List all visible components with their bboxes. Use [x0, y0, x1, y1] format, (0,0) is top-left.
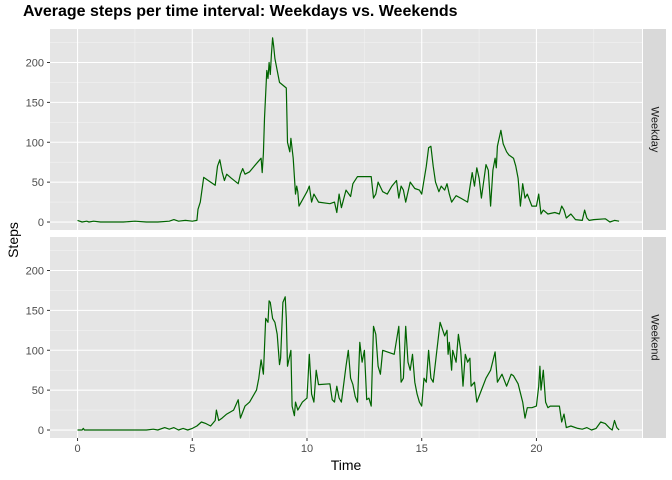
facet-strip-label: Weekday	[649, 107, 661, 153]
x-tick-label: 15	[416, 443, 428, 455]
x-tick-label: 0	[74, 443, 80, 455]
facet-panel-weekday: Weekday 0 50 100 150 200	[26, 29, 666, 230]
minor-gridlines	[50, 29, 642, 230]
facet-strip-label: Weekend	[649, 314, 661, 360]
y-tick-label: 150	[26, 97, 44, 109]
y-tick-label: 100	[26, 345, 44, 357]
y-axis-ticks: 0 50 100 150 200	[26, 266, 50, 437]
facet-strip	[643, 237, 666, 438]
y-tick-label: 200	[26, 58, 44, 70]
y-tick-label: 0	[38, 217, 44, 229]
y-tick-label: 0	[38, 425, 44, 437]
y-tick-label: 100	[26, 137, 44, 149]
x-tick-label: 20	[530, 443, 542, 455]
facet-strip	[643, 29, 666, 230]
x-tick-label: 10	[301, 443, 313, 455]
series-line-weekday	[77, 37, 620, 223]
y-tick-label: 150	[26, 305, 44, 317]
y-tick-label: 50	[32, 177, 44, 189]
y-axis-ticks: 0 50 100 150 200	[26, 58, 50, 229]
major-gridlines	[50, 29, 642, 230]
y-tick-label: 200	[26, 266, 44, 278]
x-axis-title: Time	[331, 457, 362, 473]
panel-background	[50, 237, 642, 438]
series-line-weekend	[77, 296, 620, 431]
y-axis-title: Steps	[5, 222, 21, 258]
x-axis-ticks: 0 5 10 15 20	[74, 438, 543, 455]
panel-background	[50, 29, 642, 230]
y-tick-label: 50	[32, 385, 44, 397]
facet-panel-weekend: Weekend 0 50 100 150 200	[26, 237, 666, 438]
chart-title: Average steps per time interval: Weekday…	[23, 3, 458, 20]
x-tick-label: 5	[189, 443, 195, 455]
